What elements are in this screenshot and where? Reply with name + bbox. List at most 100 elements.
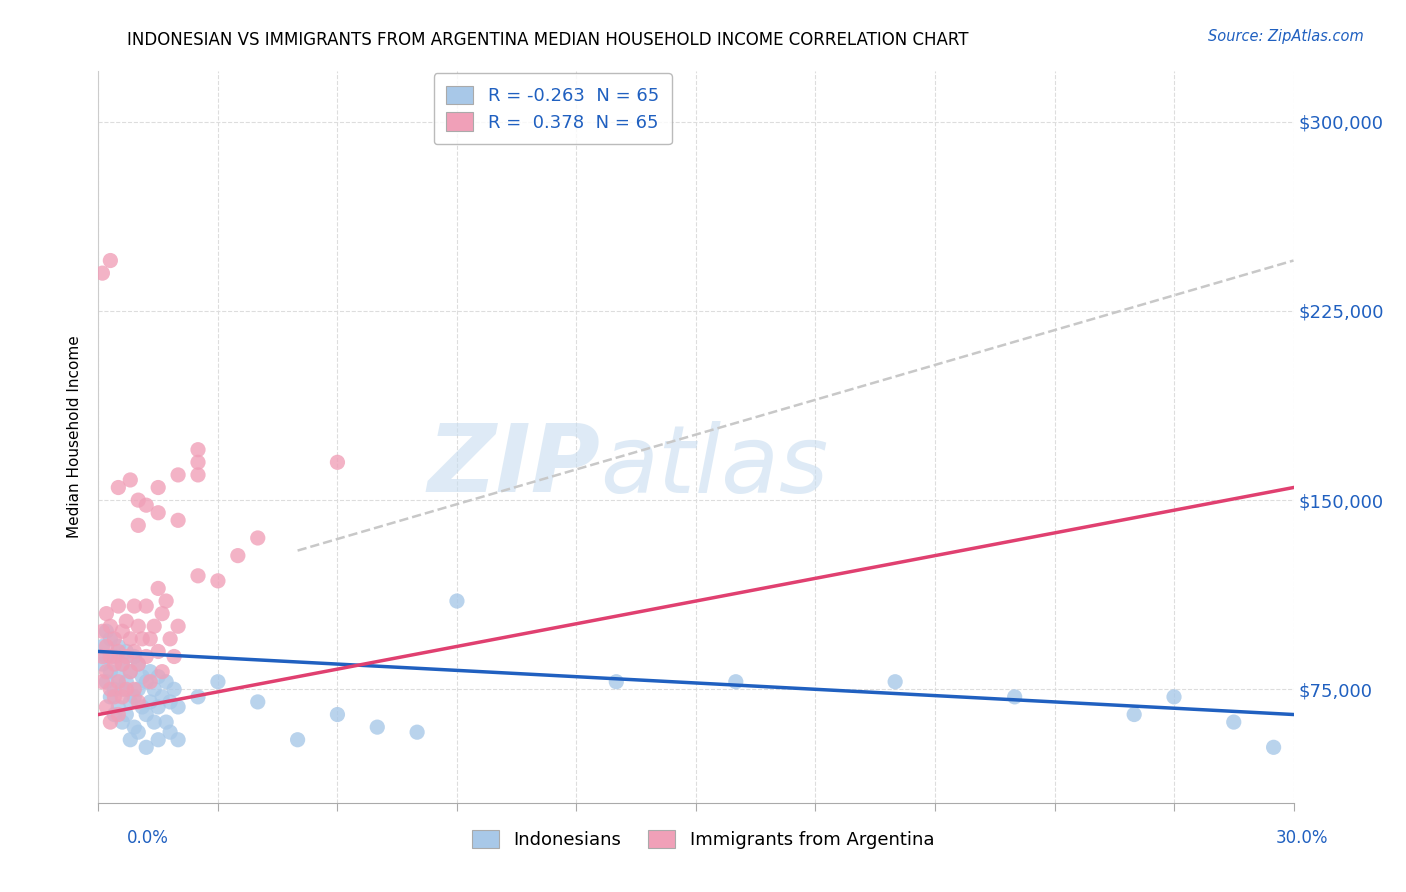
Point bbox=[96, 607, 118, 621]
Point bbox=[120, 732, 142, 747]
Point bbox=[246, 695, 269, 709]
Point bbox=[143, 619, 166, 633]
Point bbox=[120, 695, 142, 709]
Point bbox=[143, 682, 166, 697]
Point bbox=[155, 674, 177, 689]
Point bbox=[96, 665, 118, 679]
Point bbox=[107, 674, 129, 689]
Point bbox=[107, 599, 129, 613]
Point bbox=[127, 518, 149, 533]
Point bbox=[139, 674, 162, 689]
Point bbox=[139, 695, 162, 709]
Point bbox=[107, 670, 129, 684]
Point bbox=[1004, 690, 1026, 704]
Point bbox=[96, 674, 118, 689]
Point bbox=[226, 549, 249, 563]
Point bbox=[1223, 715, 1246, 730]
Point bbox=[131, 670, 153, 684]
Point bbox=[98, 715, 122, 730]
Point bbox=[406, 725, 429, 739]
Point bbox=[366, 720, 388, 734]
Point bbox=[143, 715, 166, 730]
Point bbox=[98, 665, 122, 679]
Point bbox=[131, 632, 153, 646]
Point bbox=[120, 665, 142, 679]
Point bbox=[124, 599, 146, 613]
Point bbox=[115, 682, 138, 697]
Point bbox=[127, 682, 149, 697]
Point bbox=[96, 700, 118, 714]
Point bbox=[115, 644, 138, 658]
Text: 0.0%: 0.0% bbox=[127, 829, 169, 847]
Point bbox=[155, 715, 177, 730]
Point bbox=[148, 670, 170, 684]
Point bbox=[98, 632, 122, 646]
Point bbox=[246, 531, 269, 545]
Point bbox=[120, 665, 142, 679]
Point bbox=[124, 720, 146, 734]
Point bbox=[98, 253, 122, 268]
Point bbox=[207, 574, 229, 588]
Point bbox=[287, 732, 309, 747]
Point bbox=[167, 513, 190, 527]
Point bbox=[111, 682, 134, 697]
Point bbox=[148, 481, 170, 495]
Point bbox=[135, 674, 157, 689]
Point bbox=[1123, 707, 1146, 722]
Text: atlas: atlas bbox=[600, 421, 828, 512]
Point bbox=[124, 644, 146, 658]
Point bbox=[111, 715, 134, 730]
Point bbox=[1163, 690, 1185, 704]
Y-axis label: Median Household Income: Median Household Income bbox=[67, 335, 83, 539]
Point bbox=[127, 493, 149, 508]
Text: INDONESIAN VS IMMIGRANTS FROM ARGENTINA MEDIAN HOUSEHOLD INCOME CORRELATION CHAR: INDONESIAN VS IMMIGRANTS FROM ARGENTINA … bbox=[127, 31, 969, 49]
Point bbox=[91, 657, 114, 671]
Point bbox=[107, 707, 129, 722]
Point bbox=[150, 607, 173, 621]
Point bbox=[103, 682, 125, 697]
Point bbox=[107, 644, 129, 658]
Point bbox=[187, 442, 209, 457]
Point bbox=[107, 481, 129, 495]
Point bbox=[135, 498, 157, 512]
Point bbox=[135, 707, 157, 722]
Point bbox=[103, 649, 125, 664]
Text: ZIP: ZIP bbox=[427, 420, 600, 512]
Point bbox=[111, 690, 134, 704]
Point bbox=[155, 594, 177, 608]
Point bbox=[159, 725, 181, 739]
Point bbox=[120, 632, 142, 646]
Point bbox=[98, 690, 122, 704]
Point bbox=[148, 582, 170, 596]
Point bbox=[135, 740, 157, 755]
Point bbox=[167, 619, 190, 633]
Point bbox=[91, 640, 114, 654]
Point bbox=[103, 657, 125, 671]
Point bbox=[115, 674, 138, 689]
Point bbox=[326, 707, 349, 722]
Point bbox=[148, 506, 170, 520]
Point bbox=[91, 624, 114, 639]
Point bbox=[124, 690, 146, 704]
Point bbox=[91, 266, 114, 280]
Point bbox=[150, 665, 173, 679]
Text: Source: ZipAtlas.com: Source: ZipAtlas.com bbox=[1208, 29, 1364, 44]
Point bbox=[127, 657, 149, 671]
Point bbox=[187, 455, 209, 469]
Point bbox=[120, 473, 142, 487]
Point bbox=[124, 649, 146, 664]
Point bbox=[187, 690, 209, 704]
Point bbox=[148, 732, 170, 747]
Point bbox=[167, 732, 190, 747]
Point bbox=[115, 649, 138, 664]
Point bbox=[605, 674, 627, 689]
Point bbox=[124, 682, 146, 697]
Point bbox=[96, 649, 118, 664]
Point bbox=[111, 657, 134, 671]
Point bbox=[107, 640, 129, 654]
Point bbox=[98, 619, 122, 633]
Point bbox=[167, 700, 190, 714]
Point bbox=[115, 614, 138, 628]
Point bbox=[139, 665, 162, 679]
Point bbox=[148, 644, 170, 658]
